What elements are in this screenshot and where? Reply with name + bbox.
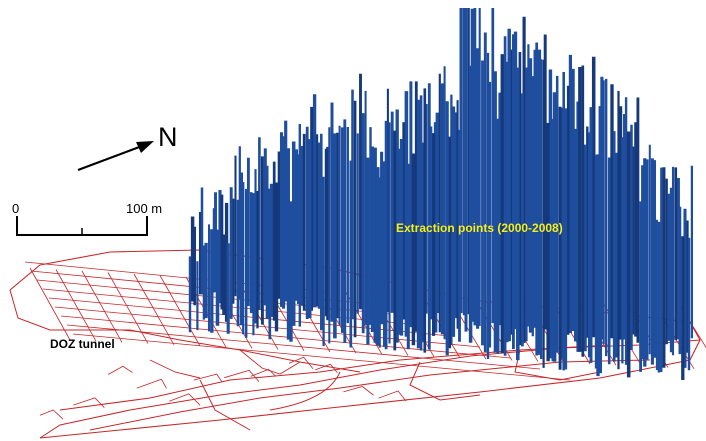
extraction-label: Extraction points (2000-2008) bbox=[396, 221, 563, 235]
tunnel-drift bbox=[169, 393, 201, 406]
north-label: N bbox=[158, 122, 178, 152]
north-arrow bbox=[77, 141, 154, 172]
tunnel-drift bbox=[60, 315, 511, 359]
tunnel-drift bbox=[269, 371, 341, 411]
tunnel-drift bbox=[107, 272, 149, 344]
tunnel-drift bbox=[514, 349, 601, 381]
tunnel-drift bbox=[9, 289, 361, 373]
scale-end-label: 100 m bbox=[126, 201, 163, 216]
tunnel-drift bbox=[66, 324, 541, 370]
tunnel-drift bbox=[239, 349, 301, 375]
scale-bar bbox=[16, 216, 148, 236]
tunnel-drift bbox=[39, 409, 64, 420]
tunnel-drift bbox=[9, 249, 701, 439]
tunnel-drift bbox=[250, 368, 277, 377]
tunnel-drift bbox=[81, 270, 123, 343]
tunnel-drift bbox=[72, 333, 571, 381]
tunnel-drift bbox=[315, 363, 338, 374]
scale-start-label: 0 bbox=[12, 201, 20, 216]
tunnel-drift bbox=[59, 344, 611, 411]
tunnel-drift bbox=[133, 273, 175, 345]
tunnel-drift bbox=[149, 359, 201, 379]
tunnel-drift bbox=[193, 373, 223, 383]
tunnel-drift bbox=[136, 378, 167, 389]
tunnel-drift bbox=[29, 267, 71, 341]
tunnel-drift bbox=[73, 397, 105, 408]
tunnel-drift bbox=[378, 390, 407, 402]
tunnel-drift bbox=[343, 386, 374, 396]
tunnel-drift bbox=[89, 359, 651, 431]
tunnel-drift bbox=[224, 369, 260, 382]
tunnel-drift bbox=[288, 356, 314, 370]
tunnel-drift bbox=[55, 269, 97, 342]
tunnel-drift bbox=[107, 365, 133, 375]
tunnel-label: DOZ tunnel bbox=[50, 337, 115, 351]
extraction-point-bars bbox=[188, 8, 694, 380]
tunnel-drift bbox=[409, 361, 481, 401]
tunnel-drift bbox=[199, 379, 251, 431]
